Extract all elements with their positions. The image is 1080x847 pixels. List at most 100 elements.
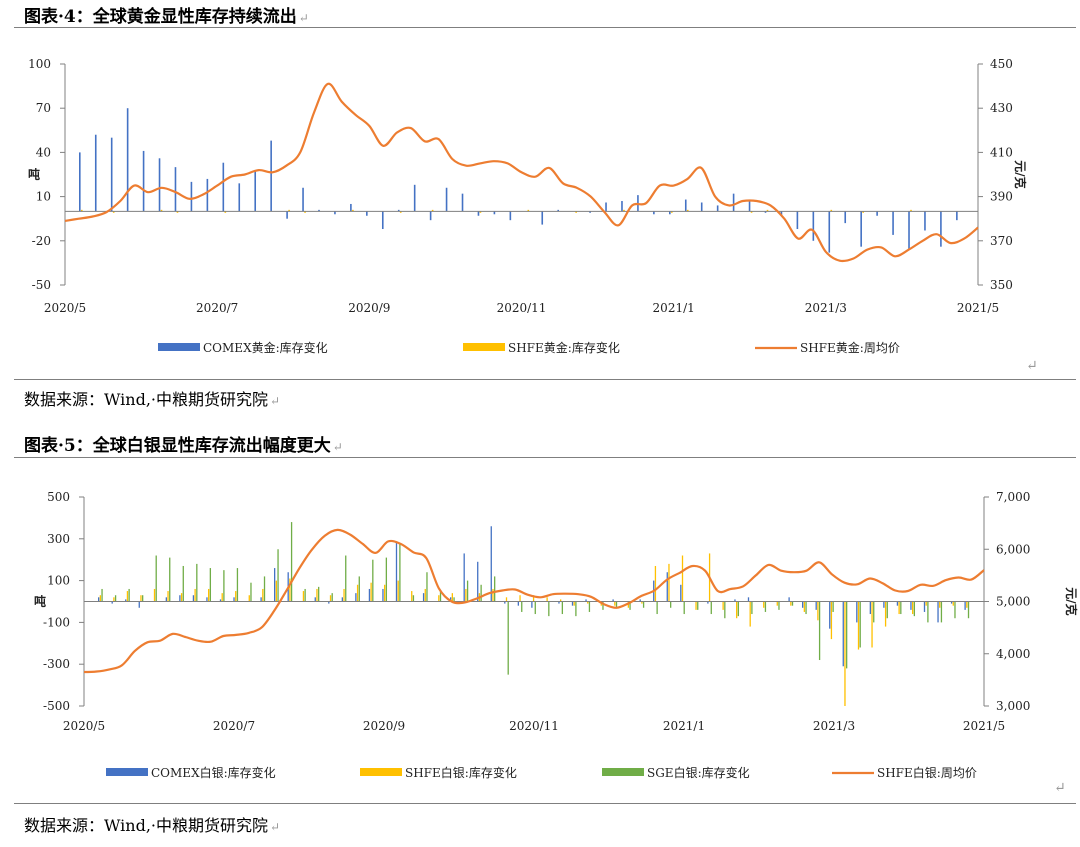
x-axis-tick-label: 2021/3 xyxy=(805,301,847,315)
comex-bar xyxy=(445,187,448,212)
x-axis-tick-label: 2020/11 xyxy=(509,719,559,733)
shfe-bar xyxy=(910,209,912,212)
sge-bar xyxy=(399,542,401,602)
sge-bar xyxy=(169,557,171,602)
comex-bar xyxy=(937,601,939,623)
sge-bar xyxy=(967,601,970,619)
legend-label: SHFE白银:周均价 xyxy=(877,765,977,780)
shfe-bar xyxy=(668,563,670,602)
comex-bar xyxy=(802,601,804,608)
x-axis-tick-label: 2020/9 xyxy=(363,719,405,733)
comex-bar xyxy=(260,597,262,602)
comex-bar xyxy=(222,162,225,212)
sge-bar xyxy=(697,601,699,610)
shfe-bar xyxy=(248,595,250,602)
shfe-bar xyxy=(329,595,332,602)
comex-bar xyxy=(923,601,926,612)
sge-bar xyxy=(846,601,848,669)
shfe-bar xyxy=(898,601,900,615)
comex-bar xyxy=(829,601,831,629)
sge-bar xyxy=(900,601,902,615)
shfe-bar xyxy=(140,595,142,602)
shfe-bar xyxy=(479,211,482,213)
shfe-bar xyxy=(925,601,927,606)
shfe-bar xyxy=(575,211,577,213)
sge-bar xyxy=(521,601,523,612)
shfe-bar xyxy=(776,601,778,606)
comex-bar xyxy=(950,601,953,604)
comex-bar xyxy=(179,595,181,602)
comex-bar xyxy=(504,601,506,604)
right-axis-tick-label: 4,000 xyxy=(996,647,1030,661)
shfe-bar xyxy=(722,601,724,610)
y2-axis-title: 元/克 xyxy=(1013,160,1028,188)
figure-4-top-rule xyxy=(14,27,1076,28)
shfe-bar xyxy=(766,209,769,212)
sge-bar xyxy=(561,601,564,615)
shfe-bar xyxy=(465,588,467,602)
comex-bar xyxy=(422,593,425,602)
shfe-bar xyxy=(262,588,264,602)
sge-bar xyxy=(859,601,861,648)
shfe-bar xyxy=(560,599,562,602)
figure-4-chart: -50 -20 10 40 70 100 350 370 390 410 430 450 吨 元/克 202… xyxy=(28,57,1028,355)
comex-bar xyxy=(98,597,100,602)
comex-bar xyxy=(254,170,257,212)
right-axis-tick-label: 410 xyxy=(990,145,1013,159)
shfe-bar xyxy=(356,584,359,602)
comex-bar xyxy=(206,178,209,212)
shfe-bar xyxy=(519,595,521,602)
shfe-bar xyxy=(126,591,129,602)
comex-bar xyxy=(111,601,113,604)
comex-bar xyxy=(780,211,783,216)
comex-bar xyxy=(612,599,614,602)
y2-axis-title: 元/克 xyxy=(1064,587,1079,615)
comex-bar xyxy=(669,211,671,215)
legend-swatch xyxy=(106,768,148,776)
shfe-bar xyxy=(194,588,196,602)
shfe-bar xyxy=(871,601,873,648)
left-axis-tick-label: 10 xyxy=(36,190,51,204)
sge-bar xyxy=(642,601,645,608)
sge-bar xyxy=(737,601,740,617)
x-axis-tick-label: 2021/5 xyxy=(957,301,999,315)
sge-bar xyxy=(629,601,631,610)
sge-bar xyxy=(886,601,888,619)
left-axis-tick-label: 40 xyxy=(36,145,51,159)
comex-bar xyxy=(796,211,799,230)
comex-bar xyxy=(653,211,655,215)
sge-bar xyxy=(588,601,591,612)
comex-bar xyxy=(815,601,817,610)
sge-bar xyxy=(236,568,239,602)
sge-bar xyxy=(196,563,198,602)
legend-label: SHFE黄金:周均价 xyxy=(800,340,900,355)
shfe-bar xyxy=(289,578,291,602)
sge-bar xyxy=(439,591,442,602)
sge-bar xyxy=(940,601,943,623)
sge-bar xyxy=(101,588,103,602)
shfe-bar xyxy=(966,601,968,608)
shfe-bar xyxy=(912,601,914,615)
shfe-bar xyxy=(316,588,318,602)
comex-bar xyxy=(748,201,751,212)
shfe-bar xyxy=(224,211,227,213)
comex-bar xyxy=(413,184,416,212)
sge-bar xyxy=(710,601,712,615)
shfe-bar xyxy=(614,601,616,606)
sge-bar xyxy=(913,601,916,617)
comex-bar xyxy=(605,202,607,212)
x-axis-tick-label: 2021/3 xyxy=(813,719,855,733)
comex-bar xyxy=(165,597,167,602)
return-mark: ↵ xyxy=(1026,358,1038,374)
sge-bar xyxy=(818,601,821,661)
comex-bar xyxy=(328,601,330,604)
comex-bar xyxy=(621,201,623,212)
sge-bar xyxy=(412,595,415,602)
right-axis-tick-label: 430 xyxy=(990,101,1013,115)
shfe-bar xyxy=(830,601,833,640)
shfe-bar xyxy=(424,588,426,602)
sge-bar xyxy=(494,576,496,602)
comex-bar xyxy=(589,211,591,213)
left-axis-tick-label: -300 xyxy=(43,657,70,671)
